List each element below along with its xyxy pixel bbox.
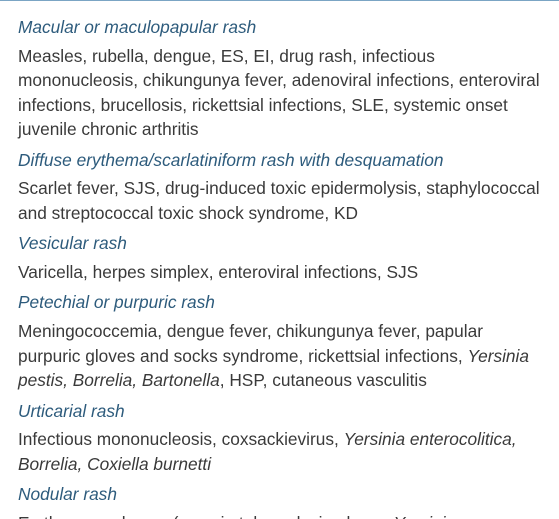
heading-petechial: Petechial or purpuric rash [18, 290, 541, 315]
body-nodular: Erythema nodosum (seen in tuberculosis, … [18, 511, 541, 519]
heading-macular: Macular or maculopapular rash [18, 15, 541, 40]
section-diffuse-erythema: Diffuse erythema/scarlatiniform rash wit… [18, 148, 541, 226]
text-segment: Infectious mononucleosis, coxsackievirus… [18, 429, 344, 449]
section-urticarial: Urticarial rash Infectious mononucleosis… [18, 399, 541, 477]
text-segment: Varicella, herpes simplex, enteroviral i… [18, 262, 418, 282]
text-segment: Scarlet fever, SJS, drug-induced toxic e… [18, 178, 540, 223]
text-segment: , HSP, cutaneous vasculitis [220, 370, 427, 390]
body-urticarial: Infectious mononucleosis, coxsackievirus… [18, 427, 541, 476]
body-vesicular: Varicella, herpes simplex, enteroviral i… [18, 260, 541, 285]
body-macular: Measles, rubella, dengue, ES, EI, drug r… [18, 44, 541, 142]
heading-nodular: Nodular rash [18, 482, 541, 507]
section-nodular: Nodular rash Erythema nodosum (seen in t… [18, 482, 541, 519]
section-petechial: Petechial or purpuric rash Meningococcem… [18, 290, 541, 392]
rash-classification-panel: Macular or maculopapular rash Measles, r… [0, 0, 559, 519]
body-petechial: Meningococcemia, dengue fever, chikungun… [18, 319, 541, 393]
text-segment: Measles, rubella, dengue, ES, EI, drug r… [18, 46, 540, 140]
section-macular: Macular or maculopapular rash Measles, r… [18, 15, 541, 142]
section-vesicular: Vesicular rash Varicella, herpes simplex… [18, 231, 541, 284]
text-segment: Meningococcemia, dengue fever, chikungun… [18, 321, 483, 366]
body-diffuse-erythema: Scarlet fever, SJS, drug-induced toxic e… [18, 176, 541, 225]
heading-urticarial: Urticarial rash [18, 399, 541, 424]
heading-vesicular: Vesicular rash [18, 231, 541, 256]
text-segment: Erythema nodosum (seen in tuberculosis, … [18, 513, 394, 519]
heading-diffuse-erythema: Diffuse erythema/scarlatiniform rash wit… [18, 148, 541, 173]
